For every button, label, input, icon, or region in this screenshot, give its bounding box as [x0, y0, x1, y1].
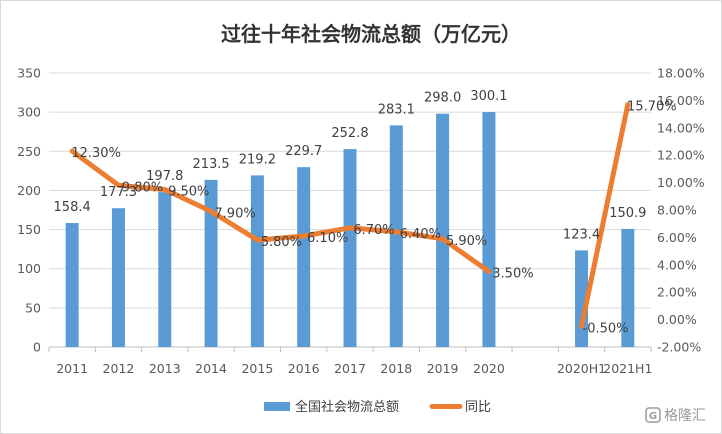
line-segment [579, 102, 631, 329]
bar [65, 222, 79, 347]
x-tick-label: 2018 [380, 361, 412, 376]
x-tick-label: 2020H1 [557, 361, 606, 376]
y-right-tick-label: 18.00% [657, 66, 705, 81]
bar-data-label: 158.4 [54, 200, 91, 215]
y-left-tick-label: 200 [17, 183, 41, 198]
bar-series [65, 112, 635, 348]
x-tick-label: 2019 [427, 361, 459, 376]
x-axis: 2011 2012 2013 2014 2015 2016 2017 2018 2019 2020… [48, 347, 652, 376]
y-left-axis: 0 50 100 150 200 250 300 350 [17, 66, 41, 355]
y-right-tick-label: 2.00% [657, 285, 697, 300]
bar [297, 167, 311, 347]
x-tick-label: 2020 [473, 361, 505, 376]
legend-label-bar: 全国社会物流总额 [295, 399, 399, 415]
bar [158, 192, 172, 347]
bar [436, 113, 450, 347]
y-left-tick-label: 250 [17, 144, 41, 159]
bar-data-label: 283.1 [378, 102, 415, 117]
bar [343, 149, 357, 347]
x-tick-label: 2016 [288, 361, 320, 376]
bar-data-label: 229.7 [285, 144, 322, 159]
line-data-label: 15.70% [627, 100, 677, 115]
line-data-label: 3.50% [492, 267, 533, 282]
y-right-tick-label: 4.00% [657, 257, 697, 272]
bar [389, 125, 403, 348]
line-segment [69, 148, 492, 275]
bar [250, 175, 264, 347]
legend: 全国社会物流总额 同比 [264, 399, 491, 415]
watermark-logo-letter: G [649, 411, 657, 422]
x-tick-label: 2012 [103, 361, 135, 376]
x-tick-label: 2014 [195, 361, 227, 376]
bar-data-label: 123.4 [563, 227, 600, 242]
bar-data-label: 150.9 [609, 206, 646, 221]
y-right-tick-label: 8.00% [657, 203, 697, 218]
y-right-tick-label: 14.00% [657, 120, 705, 135]
bar-data-label: 300.1 [470, 89, 507, 104]
y-right-tick-label: 0.00% [657, 312, 697, 327]
y-left-tick-label: 50 [25, 300, 41, 315]
watermark-text: 格隆汇 [664, 408, 706, 424]
watermark-logo-icon [645, 407, 661, 423]
bar-data-label: 219.2 [239, 152, 276, 167]
bar-data-labels: 158.4 177.3 197.8 213.5 219.2 229.7 252.8 283.1… [54, 89, 647, 242]
line-data-label: 6.10% [307, 231, 348, 246]
bar-data-label: 213.5 [192, 157, 229, 172]
line-data-labels: 12.30% 9.80% 9.50% 7.90% 5.80% 6.10% 6.70% 6.40… [71, 100, 676, 337]
x-tick-label: 2013 [149, 361, 181, 376]
bar-data-label: 252.8 [331, 126, 368, 141]
legend-swatch-bar [264, 402, 290, 411]
y-left-tick-label: 100 [17, 261, 41, 276]
line-data-label: 12.30% [71, 146, 121, 161]
bar-data-label: 177.3 [100, 185, 137, 200]
y-left-tick-label: 350 [17, 66, 41, 81]
watermark: G 格隆汇 [645, 407, 706, 424]
x-tick-label: 2021H1 [603, 361, 652, 376]
bar [621, 228, 635, 347]
legend-label-line: 同比 [465, 400, 491, 415]
chart-title: 过往十年社会物流总额（万亿元） [221, 22, 521, 46]
x-tick-label: 2015 [241, 361, 273, 376]
line-data-label: -0.50% [583, 321, 629, 336]
line-data-label: 6.70% [353, 223, 394, 238]
line-data-label: 6.40% [400, 227, 441, 242]
bar [482, 112, 496, 347]
y-right-tick-label: 12.00% [657, 148, 705, 163]
bar-data-label: 197.8 [146, 169, 183, 184]
y-right-tick-label: -2.00% [657, 340, 701, 355]
line-data-label: 9.50% [168, 184, 209, 199]
y-left-tick-label: 300 [17, 105, 41, 120]
bar [111, 208, 125, 347]
line-data-label: 5.90% [446, 234, 487, 249]
line-data-label: 7.90% [214, 206, 255, 221]
y-right-axis: -2.00% 0.00% 2.00% 4.00% 6.00% 8.00% 10.00% 12.… [657, 66, 705, 355]
line-series [69, 102, 631, 329]
x-tick-label: 2011 [56, 361, 88, 376]
bar [204, 179, 218, 347]
line-data-label: 5.80% [261, 235, 302, 250]
y-left-tick-label: 150 [17, 222, 41, 237]
y-right-tick-label: 6.00% [657, 230, 697, 245]
line-data-label: 9.80% [122, 180, 163, 195]
y-left-tick-label: 0 [33, 340, 41, 355]
y-right-tick-label: 10.00% [657, 175, 705, 190]
x-tick-label: 2017 [334, 361, 366, 376]
y-right-tick-label: 16.00% [657, 93, 705, 108]
bar-data-label: 298.0 [424, 91, 461, 106]
